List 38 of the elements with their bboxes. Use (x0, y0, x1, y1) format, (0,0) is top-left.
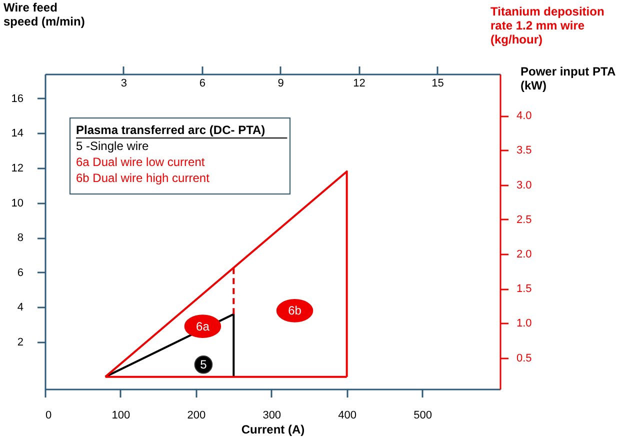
x-tick-label: 500 (414, 410, 432, 422)
y-tick-label: 10 (11, 197, 24, 210)
y2-tick-label: 2.5 (516, 214, 532, 226)
y2-tick-label: 2.0 (516, 248, 532, 260)
x-tick-label: 300 (262, 410, 282, 422)
x-tick-label: 200 (187, 410, 206, 422)
y-tick-label: 16 (11, 92, 24, 105)
x-tick-label: 100 (112, 410, 130, 422)
x2-tick-label: 15 (432, 78, 444, 90)
x2-axis-title: Power input PTA (kW) (520, 64, 616, 92)
text: 5 -Single wire (76, 139, 150, 153)
y-axis-title: Wire feed speed (m/min) (4, 0, 85, 28)
x2-tick-label: 3 (120, 78, 128, 90)
annotation: 6a (196, 319, 210, 334)
x-axis-title: Current (A) (241, 422, 305, 436)
y2-axis-title: Titanium deposition rate 1.2 mm wire (kg/hour) (490, 4, 604, 46)
x2-tick-label: 9 (278, 78, 284, 90)
y-tick-label: 2 (17, 336, 24, 349)
y-tick-label: 4 (17, 302, 24, 314)
y-tick-label: 8 (17, 232, 24, 244)
x2-tick-label: 12 (353, 78, 366, 90)
y2-tick-label: 3.5 (516, 144, 532, 157)
annotation: 6b (288, 304, 302, 318)
y2-tick-label: 1.0 (516, 318, 532, 330)
y2-tick-label: 1.5 (516, 283, 532, 296)
annotation: 6b Dual wire high current (76, 171, 210, 185)
y-tick-label: 14 (11, 128, 24, 140)
x2-tick-label: 6 (199, 78, 206, 90)
annotation: 6a Dual wire low current (76, 155, 206, 169)
y2-tick-label: 4.0 (516, 110, 532, 122)
y2-tick-label: 3.0 (516, 179, 532, 192)
x-tick-label: 400 (338, 410, 357, 422)
y-tick-label: 6 (17, 266, 24, 279)
annotation: 5 (200, 358, 208, 372)
y2-tick-label: 0.5 (516, 352, 532, 364)
x-tick-label: 0 (46, 410, 52, 422)
y-tick-label: 12 (11, 162, 24, 174)
legend-title: Plasma transferred arc (DC- PTA) (76, 123, 266, 137)
